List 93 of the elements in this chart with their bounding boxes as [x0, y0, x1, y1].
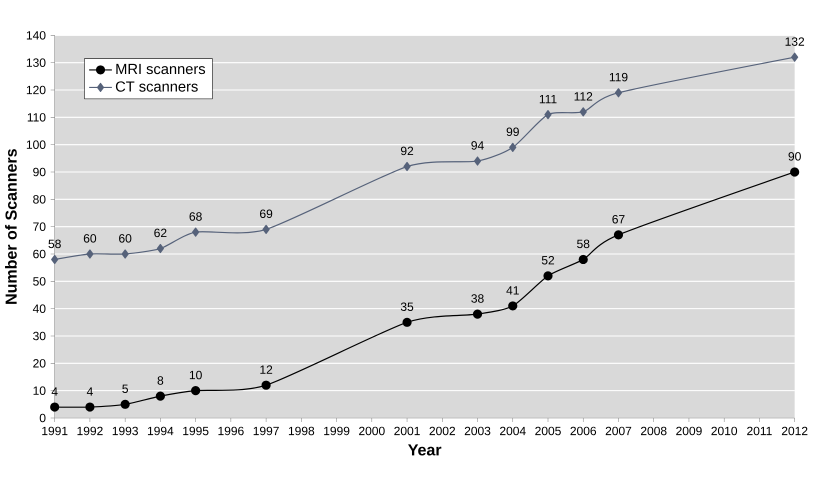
point	[472, 310, 482, 319]
data-label: 4	[86, 387, 93, 396]
data-label: 41	[506, 286, 519, 295]
point	[790, 167, 800, 177]
y-tick-label: 110	[28, 113, 46, 122]
x-tick-label: 2011	[747, 426, 772, 436]
x-tick-label: 2003	[464, 426, 490, 436]
x-tick-label: 2004	[500, 426, 526, 436]
point	[614, 88, 622, 98]
x-tick-label: 1996	[218, 426, 244, 436]
y-tick-label: 130	[26, 58, 46, 67]
data-label: 35	[400, 302, 414, 311]
data-label: 60	[119, 234, 132, 243]
x-tick-label: 1992	[77, 426, 103, 436]
point	[262, 224, 270, 234]
data-label: 68	[190, 212, 202, 221]
point	[262, 380, 271, 390]
y-tick-label: 30	[33, 332, 46, 340]
point	[192, 228, 200, 237]
point	[122, 249, 129, 259]
y-tick-label: 100	[26, 140, 46, 149]
y-tick-label: 90	[33, 168, 46, 176]
data-label: 132	[786, 37, 804, 46]
data-label: 119	[610, 72, 628, 82]
data-label: 99	[506, 128, 519, 136]
data-label: 92	[400, 146, 414, 156]
point	[85, 402, 95, 412]
point	[509, 142, 516, 152]
point	[50, 402, 60, 412]
y-tick-label: 120	[26, 86, 46, 94]
x-axis-title: Year	[408, 444, 442, 456]
y-tick-label: 70	[33, 222, 46, 231]
x-tick-label: 1991	[42, 426, 68, 436]
data-label: 60	[84, 234, 96, 243]
data-label: 58	[577, 240, 590, 248]
x-tick-label: 1997	[254, 426, 279, 436]
y-tick-label: 10	[34, 386, 46, 395]
point	[791, 52, 798, 62]
x-tick-label: 1994	[148, 426, 174, 436]
data-label: 111	[540, 94, 557, 104]
data-label: 12	[260, 365, 272, 374]
point	[578, 254, 588, 264]
data-label: 69	[260, 210, 272, 218]
x-tick-label: 2002	[430, 426, 456, 436]
x-tick-label: 2007	[606, 426, 632, 436]
x-tick-label: 2000	[359, 426, 385, 436]
point	[580, 107, 587, 116]
y-tick-label: 0	[40, 414, 46, 422]
data-label: 4	[52, 387, 58, 396]
x-tick-label: 2005	[535, 426, 561, 436]
x-tick-label: 1993	[112, 426, 138, 436]
data-label: 112	[574, 92, 592, 100]
x-tick-label: 2001	[394, 426, 420, 436]
data-label: 52	[542, 256, 554, 264]
x-tick-label: 2012	[782, 426, 808, 436]
point	[86, 249, 94, 259]
x-tick-label: 2008	[640, 426, 667, 436]
point	[544, 110, 552, 120]
point	[120, 400, 130, 409]
y-tick-label: 60	[33, 250, 46, 258]
y-tick-label: 140	[26, 31, 46, 40]
data-label: 8	[158, 376, 164, 385]
point	[614, 230, 624, 240]
legend-label: CT scanners	[116, 81, 198, 92]
data-label: 94	[471, 141, 484, 150]
point	[508, 301, 518, 311]
data-label: 58	[48, 240, 61, 248]
x-tick-label: 1999	[324, 426, 350, 436]
point	[474, 156, 482, 166]
x-tick-label: 1998	[288, 426, 314, 436]
y-axis-title: Number of Scanners	[5, 149, 17, 304]
point	[156, 244, 164, 254]
point	[191, 386, 200, 396]
point	[543, 271, 553, 280]
y-tick-label: 40	[32, 304, 46, 313]
y-tick-label: 50	[33, 277, 46, 286]
x-tick-label: 2010	[711, 426, 738, 436]
y-tick-label: 20	[33, 359, 46, 368]
data-label: 62	[154, 228, 166, 238]
point	[51, 254, 58, 264]
data-label: 38	[471, 294, 484, 303]
data-label: 67	[612, 214, 625, 224]
x-tick-label: 2009	[676, 426, 702, 436]
y-tick-label: 80	[33, 195, 46, 204]
point	[402, 318, 412, 327]
x-tick-label: 1995	[183, 426, 208, 436]
point	[403, 162, 411, 172]
legend-label: MRI scanners	[116, 64, 206, 74]
point	[156, 392, 165, 401]
data-label: 90	[788, 152, 801, 161]
data-label: 10	[190, 370, 202, 380]
x-tick-label: 2006	[570, 426, 596, 436]
data-label: 5	[122, 384, 128, 393]
